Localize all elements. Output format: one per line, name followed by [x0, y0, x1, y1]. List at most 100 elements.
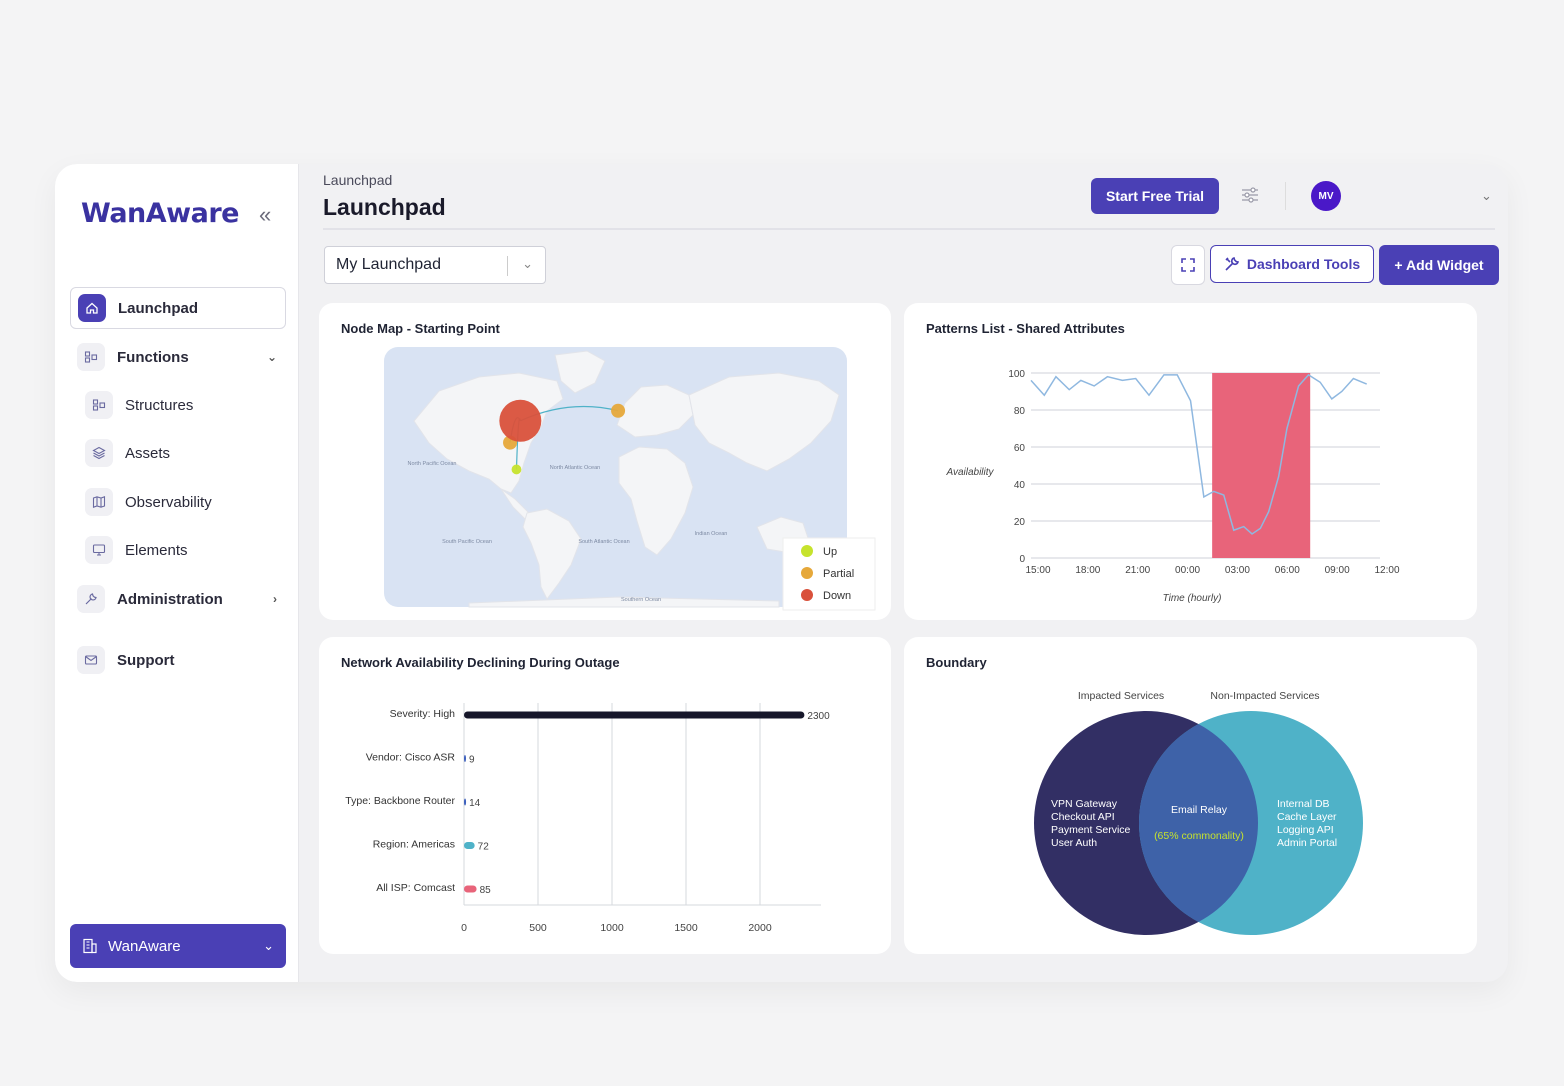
network-bar-chart[interactable]: 0 500 1000 1500 2000 Severity: High 2300 Vendor… — [319, 637, 891, 954]
avatar[interactable]: MV — [1311, 181, 1341, 211]
sidebar-item-label: Functions — [117, 348, 189, 366]
breadcrumb[interactable]: Launchpad — [323, 172, 393, 188]
x-tick-label: 00:00 — [1175, 565, 1200, 576]
dashboard-select[interactable]: My Launchpad ⌄ — [324, 246, 546, 284]
sidebar-item-label: Structures — [125, 396, 194, 414]
x-tick-label: 500 — [529, 922, 547, 934]
chevron-down-icon: ⌄ — [266, 350, 277, 364]
bar[interactable] — [464, 885, 477, 893]
venn-item: User Auth — [1051, 837, 1097, 849]
x-tick-label: 21:00 — [1125, 565, 1150, 576]
building-icon — [82, 938, 98, 954]
continents — [413, 350, 840, 608]
bar-category-label: Region: Americas — [373, 839, 455, 851]
organization-switcher[interactable]: WanAware ⌄ — [70, 924, 286, 968]
sidebar-item-structures[interactable]: Structures — [85, 384, 193, 426]
node-markers[interactable] — [499, 399, 626, 475]
venn-item: Logging API — [1277, 824, 1334, 836]
home-icon — [78, 294, 106, 322]
expand-icon — [1180, 257, 1196, 273]
structure-icon — [77, 343, 105, 371]
bar-category-label: Vendor: Cisco ASR — [366, 752, 456, 764]
widget-title: Node Map - Starting Point — [341, 321, 500, 336]
bar[interactable] — [464, 755, 466, 762]
y-axis-label: Availability — [945, 467, 994, 478]
x-tick-label: 06:00 — [1275, 565, 1300, 576]
venn-item: Internal DB — [1277, 798, 1330, 810]
start-free-trial-button[interactable]: Start Free Trial — [1091, 178, 1219, 214]
chevron-right-icon: › — [273, 592, 277, 606]
y-tick-label: 0 — [1019, 554, 1025, 565]
node-map-svg[interactable]: North Pacific Ocean North Atlantic Ocean… — [319, 303, 891, 620]
layers-icon — [85, 439, 113, 467]
page-title: Launchpad — [323, 194, 446, 220]
patterns-line-chart[interactable]: Availability Time (hourly) 0 20 40 60 80 100 1… — [904, 303, 1477, 620]
dashboard-tools-button[interactable]: Dashboard Tools — [1210, 245, 1374, 283]
continent-asia — [688, 372, 840, 472]
chevron-down-icon: ⌄ — [263, 938, 274, 953]
continent-greenland — [554, 350, 606, 394]
widget-title: Boundary — [926, 655, 987, 670]
logo[interactable]: WanAware — [81, 198, 239, 229]
ocean-label: Indian Ocean — [695, 531, 728, 537]
bar-value-label: 72 — [478, 842, 490, 853]
x-tick-label: 1500 — [674, 922, 698, 934]
sidebar: WanAware « Launchpad Functions ⌄ Structu… — [55, 164, 299, 982]
x-tick-label: 1000 — [600, 922, 624, 934]
y-tick-label: 40 — [1014, 480, 1026, 491]
legend-swatch-down — [801, 589, 813, 601]
collapse-sidebar-icon[interactable]: « — [259, 202, 272, 227]
boundary-widget: Boundary Impacted Services Non-Impacted … — [904, 637, 1477, 954]
bar[interactable] — [464, 798, 467, 806]
outage-band[interactable] — [1212, 373, 1311, 558]
x-axis-label: Time (hourly) — [1163, 593, 1222, 604]
continent-south-america — [522, 508, 582, 600]
tools-icon — [1224, 256, 1240, 272]
availability-series-line[interactable] — [1030, 373, 1367, 535]
logo-text: WanAware — [81, 198, 239, 229]
node-marker-up[interactable] — [511, 464, 522, 475]
header-separator — [1285, 182, 1286, 210]
widget-title: Patterns List - Shared Attributes — [926, 321, 1125, 336]
node-marker-partial[interactable] — [611, 403, 626, 418]
venn-item: VPN Gateway — [1051, 798, 1118, 810]
bar[interactable] — [464, 842, 475, 849]
fullscreen-button[interactable] — [1171, 245, 1205, 285]
sidebar-item-elements[interactable]: Elements — [85, 529, 188, 571]
sidebar-item-label: Elements — [125, 541, 188, 559]
structure-icon — [85, 391, 113, 419]
x-tick-label: 2000 — [748, 922, 772, 934]
sidebar-item-label: Launchpad — [118, 299, 199, 317]
sidebar-item-functions[interactable]: Functions ⌄ — [77, 336, 277, 378]
sidebar-item-assets[interactable]: Assets — [85, 432, 170, 474]
sliders-icon[interactable] — [1239, 184, 1261, 206]
sidebar-item-observability[interactable]: Observability — [85, 481, 212, 523]
venn-overlap[interactable] — [1139, 711, 1363, 935]
dashboard-tools-label: Dashboard Tools — [1246, 256, 1361, 272]
chevron-down-icon[interactable]: ⌄ — [1481, 188, 1492, 203]
legend-swatch-partial — [801, 567, 813, 579]
ocean-labels: North Pacific Ocean North Atlantic Ocean… — [408, 461, 728, 603]
node-map-widget: Node Map - Starting Point North Pacific … — [319, 303, 891, 620]
sidebar-item-administration[interactable]: Administration › — [77, 578, 277, 620]
bar-value-label: 9 — [469, 755, 475, 766]
ocean-label: Southern Ocean — [621, 597, 661, 603]
bar[interactable] — [464, 711, 805, 719]
sidebar-item-launchpad[interactable]: Launchpad — [70, 287, 286, 329]
boundary-venn[interactable]: Impacted Services Non-Impacted Services … — [904, 637, 1477, 954]
add-widget-button[interactable]: + Add Widget — [1379, 245, 1499, 285]
continent-antarctica — [468, 596, 780, 608]
patterns-widget: Patterns List - Shared Attributes Availa… — [904, 303, 1477, 620]
node-marker-down[interactable] — [499, 399, 542, 442]
venn-right-items: Internal DB Cache Layer Logging API Admi… — [1277, 798, 1337, 849]
x-tick-label: 18:00 — [1075, 565, 1100, 576]
header-divider — [323, 228, 1495, 230]
wrench-icon — [77, 585, 105, 613]
bar-value-label: 14 — [469, 798, 481, 809]
ocean-label: South Pacific Ocean — [442, 539, 492, 545]
sidebar-item-label: Support — [117, 651, 175, 669]
y-tick-label: 60 — [1014, 443, 1026, 454]
x-tick-label: 12:00 — [1374, 565, 1399, 576]
continent-africa — [618, 446, 694, 556]
sidebar-item-support[interactable]: Support — [77, 639, 175, 681]
